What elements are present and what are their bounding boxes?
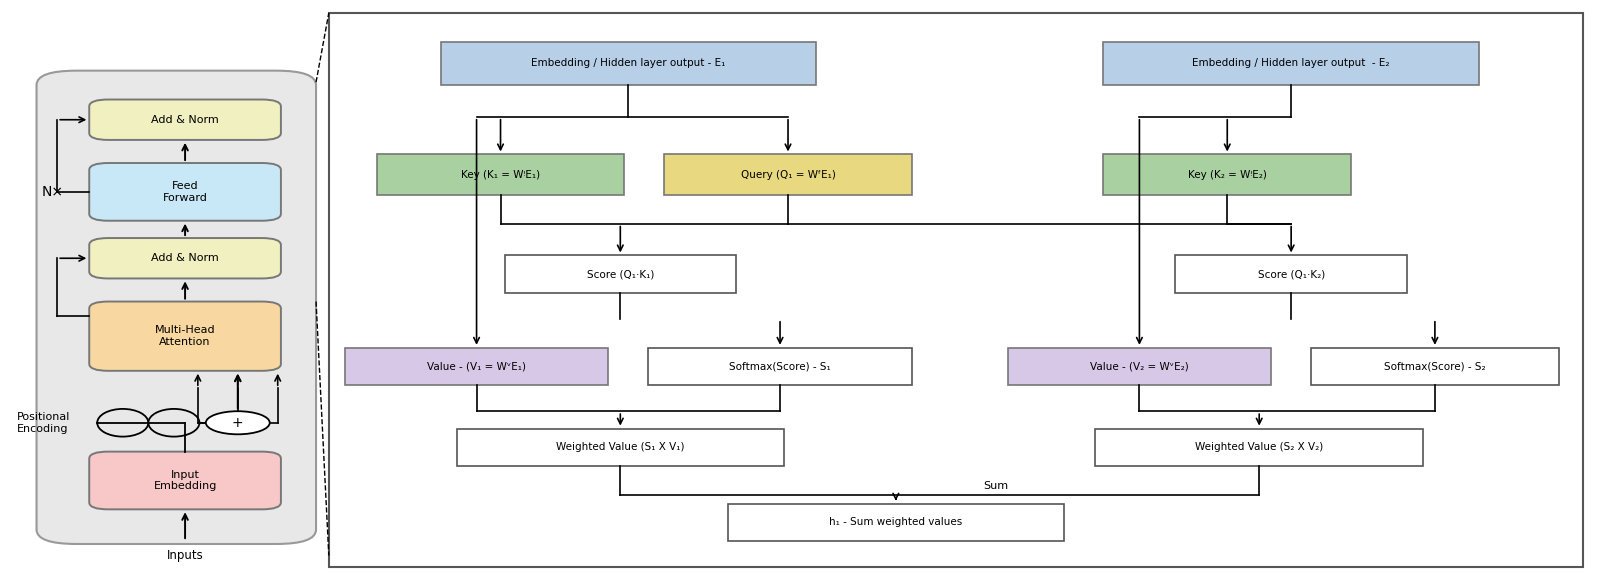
FancyBboxPatch shape xyxy=(1008,348,1270,385)
FancyBboxPatch shape xyxy=(376,154,624,195)
Text: Key (K₂ = WᵎE₂): Key (K₂ = WᵎE₂) xyxy=(1187,169,1267,180)
FancyBboxPatch shape xyxy=(1176,255,1406,293)
FancyBboxPatch shape xyxy=(90,302,282,371)
Text: Feed
Forward: Feed Forward xyxy=(163,181,208,202)
FancyBboxPatch shape xyxy=(1310,348,1558,385)
FancyBboxPatch shape xyxy=(1104,154,1350,195)
Text: Score (Q₁·K₁): Score (Q₁·K₁) xyxy=(587,269,654,279)
FancyBboxPatch shape xyxy=(440,42,816,85)
FancyBboxPatch shape xyxy=(1096,429,1422,466)
FancyBboxPatch shape xyxy=(90,100,282,140)
Text: +: + xyxy=(232,416,243,430)
Text: Key (K₁ = WᵎE₁): Key (K₁ = WᵎE₁) xyxy=(461,169,541,180)
Text: Input
Embedding: Input Embedding xyxy=(154,470,216,491)
FancyBboxPatch shape xyxy=(664,154,912,195)
Text: Multi-Head
Attention: Multi-Head Attention xyxy=(155,325,216,347)
Text: Embedding / Hidden layer output - E₁: Embedding / Hidden layer output - E₁ xyxy=(531,59,725,68)
Circle shape xyxy=(206,411,270,434)
Bar xyxy=(330,13,1582,567)
Text: Value - (V₂ = WᵛE₂): Value - (V₂ = WᵛE₂) xyxy=(1090,361,1189,371)
FancyBboxPatch shape xyxy=(90,452,282,509)
Text: Positional
Encoding: Positional Encoding xyxy=(18,412,70,434)
Text: Score (Q₁·K₂): Score (Q₁·K₂) xyxy=(1258,269,1325,279)
Text: Add & Norm: Add & Norm xyxy=(150,115,219,125)
Text: N×: N× xyxy=(42,185,64,199)
FancyBboxPatch shape xyxy=(344,348,608,385)
Text: Softmax(Score) - S₁: Softmax(Score) - S₁ xyxy=(730,361,830,371)
FancyBboxPatch shape xyxy=(1104,42,1478,85)
Text: Softmax(Score) - S₂: Softmax(Score) - S₂ xyxy=(1384,361,1486,371)
FancyBboxPatch shape xyxy=(90,163,282,221)
Text: Value - (V₁ = WᵛE₁): Value - (V₁ = WᵛE₁) xyxy=(427,361,526,371)
Text: h₁ - Sum weighted values: h₁ - Sum weighted values xyxy=(829,517,963,527)
Text: Embedding / Hidden layer output  - E₂: Embedding / Hidden layer output - E₂ xyxy=(1192,59,1390,68)
Text: Add & Norm: Add & Norm xyxy=(150,253,219,263)
FancyBboxPatch shape xyxy=(648,348,912,385)
Text: Query (Q₁ = WᶠE₁): Query (Q₁ = WᶠE₁) xyxy=(741,169,835,180)
FancyBboxPatch shape xyxy=(90,238,282,278)
Text: Weighted Value (S₁ X V₁): Weighted Value (S₁ X V₁) xyxy=(557,443,685,452)
Text: Inputs: Inputs xyxy=(166,549,203,562)
FancyBboxPatch shape xyxy=(456,429,784,466)
FancyBboxPatch shape xyxy=(37,71,317,544)
Text: Sum: Sum xyxy=(984,481,1010,491)
FancyBboxPatch shape xyxy=(728,503,1064,541)
Text: Weighted Value (S₂ X V₂): Weighted Value (S₂ X V₂) xyxy=(1195,443,1323,452)
FancyBboxPatch shape xyxy=(504,255,736,293)
